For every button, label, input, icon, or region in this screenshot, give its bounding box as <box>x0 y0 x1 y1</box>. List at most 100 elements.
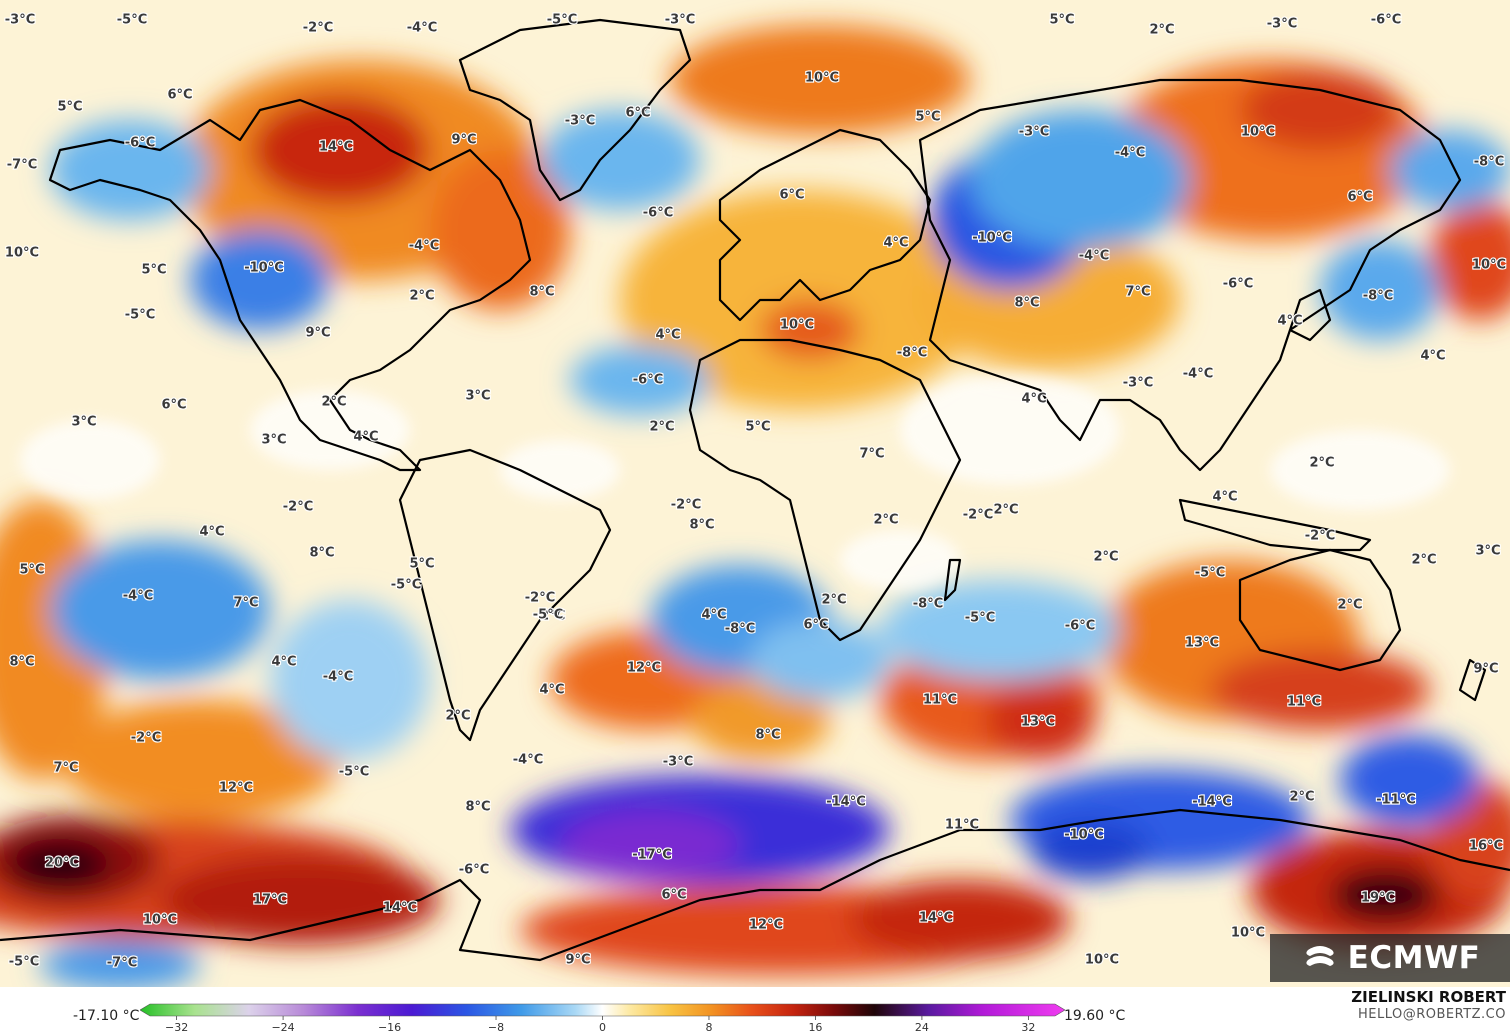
temperature-label: -2°C <box>671 498 701 513</box>
temperature-label: -8°C <box>913 597 943 612</box>
coastlines <box>0 18 1510 962</box>
temperature-label: 5°C <box>19 563 44 578</box>
temperature-label: -2°C <box>535 609 565 624</box>
temperature-label: 6°C <box>779 188 804 203</box>
temperature-label: -2°C <box>303 21 333 36</box>
temperature-label: -4°C <box>513 753 543 768</box>
temperature-label: -10°C <box>972 231 1012 246</box>
temperature-label: 2°C <box>873 513 898 528</box>
author-email[interactable]: HELLO@ROBERTZ.CO <box>1357 1007 1506 1022</box>
temperature-label: 5°C <box>915 110 940 125</box>
temperature-label: 14°C <box>383 901 417 916</box>
temperature-label: 14°C <box>319 140 353 155</box>
temperature-label: -6°C <box>643 206 673 221</box>
coast-greenland <box>458 18 692 202</box>
temperature-label: 8°C <box>689 518 714 533</box>
temperature-label: 2°C <box>993 503 1018 518</box>
ecmwf-logo: ECMWF <box>1270 934 1510 982</box>
colorbar-tick-label: 0 <box>599 1021 606 1034</box>
temperature-label: 6°C <box>803 618 828 633</box>
anomaly-field <box>0 0 1510 987</box>
temperature-label: -14°C <box>826 795 866 810</box>
temperature-label: 12°C <box>627 661 661 676</box>
temperature-label: -2°C <box>1305 529 1335 544</box>
temperature-label: -6°C <box>1065 619 1095 634</box>
temperature-label: -3°C <box>565 114 595 129</box>
temperature-label: 8°C <box>1014 296 1039 311</box>
temperature-label: 3°C <box>261 433 286 448</box>
temperature-label: 5°C <box>409 557 434 572</box>
temperature-anomaly-map: -3°C -5°C-2°C -4°C-5°C -3°C 5°C2°C -3°C -6°C5°… <box>0 0 1510 987</box>
colorbar-tick-label: 32 <box>1021 1021 1035 1034</box>
temperature-label: 2°C <box>1289 790 1314 805</box>
temperature-label: -7°C <box>107 956 137 971</box>
temperature-label: 4°C <box>199 525 224 540</box>
temperature-label: 12°C <box>749 918 783 933</box>
temperature-label: -2°C <box>283 500 313 515</box>
temperature-label: -5°C <box>533 608 563 623</box>
credits: ZIELINSKI ROBERT HELLO@ROBERTZ.CO <box>1351 988 1506 1024</box>
temperature-label: 14°C <box>919 911 953 926</box>
temperature-label: -4°C <box>323 670 353 685</box>
temperature-label: 8°C <box>529 285 554 300</box>
temperature-label: -6°C <box>633 373 663 388</box>
temperature-label: 13°C <box>1021 715 1055 730</box>
temperature-label: 2°C <box>409 289 434 304</box>
coast-antarctica <box>0 808 1510 962</box>
temperature-label: -4°C <box>1079 249 1109 264</box>
temperature-label: 11°C <box>945 818 979 833</box>
temperature-label: 2°C <box>1309 456 1334 471</box>
temperature-label: 5°C <box>141 263 166 278</box>
colorbar-fill <box>140 1003 1066 1017</box>
temperature-label: 4°C <box>883 236 908 251</box>
temperature-label: 10°C <box>1472 258 1506 273</box>
temperature-label: 4°C <box>271 655 296 670</box>
temperature-label: 2°C <box>821 593 846 608</box>
temperature-label: -5°C <box>965 611 995 626</box>
temperature-label: 10°C <box>780 318 814 333</box>
temperature-label: 4°C <box>701 608 726 623</box>
temperature-label: -2°C <box>525 591 555 606</box>
temperature-label: -3°C <box>5 13 35 28</box>
temperature-label: 8°C <box>309 546 334 561</box>
temperature-label: -5°C <box>9 955 39 970</box>
temperature-label: 7°C <box>859 447 884 462</box>
temperature-label: -8°C <box>1474 155 1504 170</box>
temperature-label: -4°C <box>1183 367 1213 382</box>
temperature-label: -2°C <box>131 731 161 746</box>
temperature-label: 2°C <box>1093 550 1118 565</box>
temperature-label: -5°C <box>391 578 421 593</box>
temperature-label: 19°C <box>1361 891 1395 906</box>
temperature-label: 17°C <box>253 893 287 908</box>
coast-europe <box>718 128 932 322</box>
temperature-label: 10°C <box>805 71 839 86</box>
temperature-label: 2°C <box>649 420 674 435</box>
temperature-label: 2°C <box>1337 598 1362 613</box>
temperature-label: 3°C <box>1475 544 1500 559</box>
temperature-label: 4°C <box>353 430 378 445</box>
temperature-label: -8°C <box>897 346 927 361</box>
temperature-label: -3°C <box>1019 125 1049 140</box>
temperature-label: -6°C <box>125 136 155 151</box>
coast-new-zealand <box>1458 658 1487 702</box>
colorbar-tick-label: 24 <box>915 1021 929 1034</box>
temperature-label: 20°C <box>45 856 79 871</box>
temperature-label: -5°C <box>547 13 577 28</box>
temperature-label: -3°C <box>665 13 695 28</box>
temperature-label: 10°C <box>1085 953 1119 968</box>
temperature-label: 6°C <box>661 888 686 903</box>
temperature-label: -5°C <box>117 13 147 28</box>
temperature-label: -3°C <box>1123 376 1153 391</box>
temperature-label: -6°C <box>1223 277 1253 292</box>
temperature-label: 10°C <box>1231 926 1265 941</box>
temperature-label: -11°C <box>1376 793 1416 808</box>
coast-south-america <box>398 448 612 742</box>
temperature-label: 9°C <box>305 326 330 341</box>
temperature-label: 12°C <box>219 781 253 796</box>
temperature-label: 8°C <box>465 800 490 815</box>
temperature-label: -4°C <box>407 21 437 36</box>
colorbar-tick-label: −8 <box>488 1021 504 1034</box>
temperature-label: 7°C <box>1125 285 1150 300</box>
colorbar: −32 −24 −16 −8 0 8 16 24 32 <box>140 1003 1066 1034</box>
temperature-label: 6°C <box>161 398 186 413</box>
